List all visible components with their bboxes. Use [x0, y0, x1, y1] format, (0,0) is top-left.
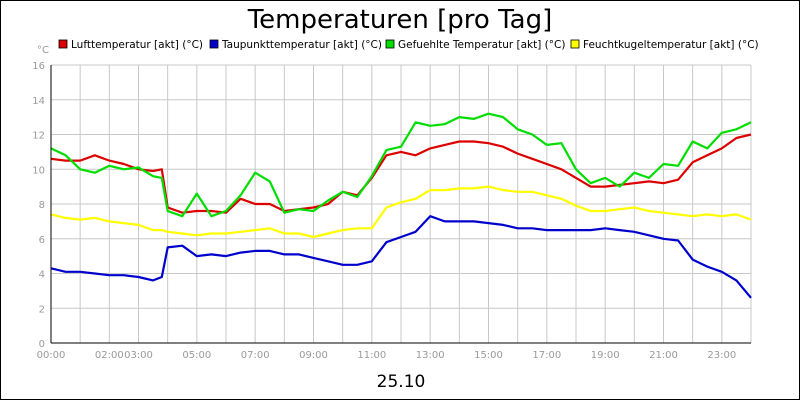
legend-label: Gefuehlte Temperatur [akt] (°C) [398, 39, 565, 51]
y-tick-label: 0 [39, 339, 45, 350]
y-tick-label: 4 [39, 270, 45, 281]
x-tick-label: 07:00 [241, 350, 270, 361]
legend: Lufttemperatur [akt] (°C) Taupunkttempera… [58, 39, 759, 51]
x-tick-label: 00:00 [37, 350, 66, 361]
y-tick-label: 8 [39, 200, 45, 211]
series-line-1 [50, 133, 752, 214]
series-line-3 [50, 112, 752, 218]
legend-swatch [570, 39, 580, 49]
x-tick-label: 15:00 [474, 350, 503, 361]
y-tick-label: 2 [39, 304, 45, 315]
legend-label: Feuchtkugeltemperatur [akt] (°C) [583, 39, 759, 51]
x-tick-label: 13:00 [416, 350, 445, 361]
legend-label: Taupunkttemperatur [akt] (°C) [221, 39, 382, 51]
y-axis-unit: °C [37, 45, 49, 56]
axes [50, 65, 751, 344]
series-lines [50, 112, 752, 299]
x-tick-label: 21:00 [649, 350, 678, 361]
legend-swatch [209, 39, 219, 49]
x-tick-label: 19:00 [591, 350, 620, 361]
y-axis-ticks: 0 2 4 6 8 10 12 14 16 [32, 61, 45, 350]
series-line-4 [50, 185, 752, 239]
x-tick-label: 17:00 [532, 350, 561, 361]
y-tick-label: 10 [32, 165, 45, 176]
grid [50, 64, 752, 344]
x-tick-label: 03:00 [124, 350, 153, 361]
y-tick-label: 12 [32, 131, 45, 142]
legend-swatch [385, 39, 395, 49]
series-line-2 [50, 215, 752, 299]
x-axis-ticks: 00:00 02:00 03:00 05:00 07:00 09:00 11:00 13:00… [37, 350, 737, 361]
legend-label: Lufttemperatur [akt] (°C) [71, 39, 203, 51]
chart-title: Temperaturen [pro Tag] [247, 5, 553, 35]
y-tick-label: 14 [32, 96, 45, 107]
legend-swatch [58, 39, 68, 49]
x-tick-label: 11:00 [357, 350, 386, 361]
y-tick-label: 16 [32, 61, 45, 72]
x-tick-label: 09:00 [299, 350, 328, 361]
x-axis-label: 25.10 [377, 372, 426, 392]
x-tick-label: 23:00 [707, 350, 736, 361]
x-tick-label: 02:00 [95, 350, 124, 361]
y-tick-label: 6 [39, 235, 45, 246]
x-tick-label: 05:00 [182, 350, 211, 361]
